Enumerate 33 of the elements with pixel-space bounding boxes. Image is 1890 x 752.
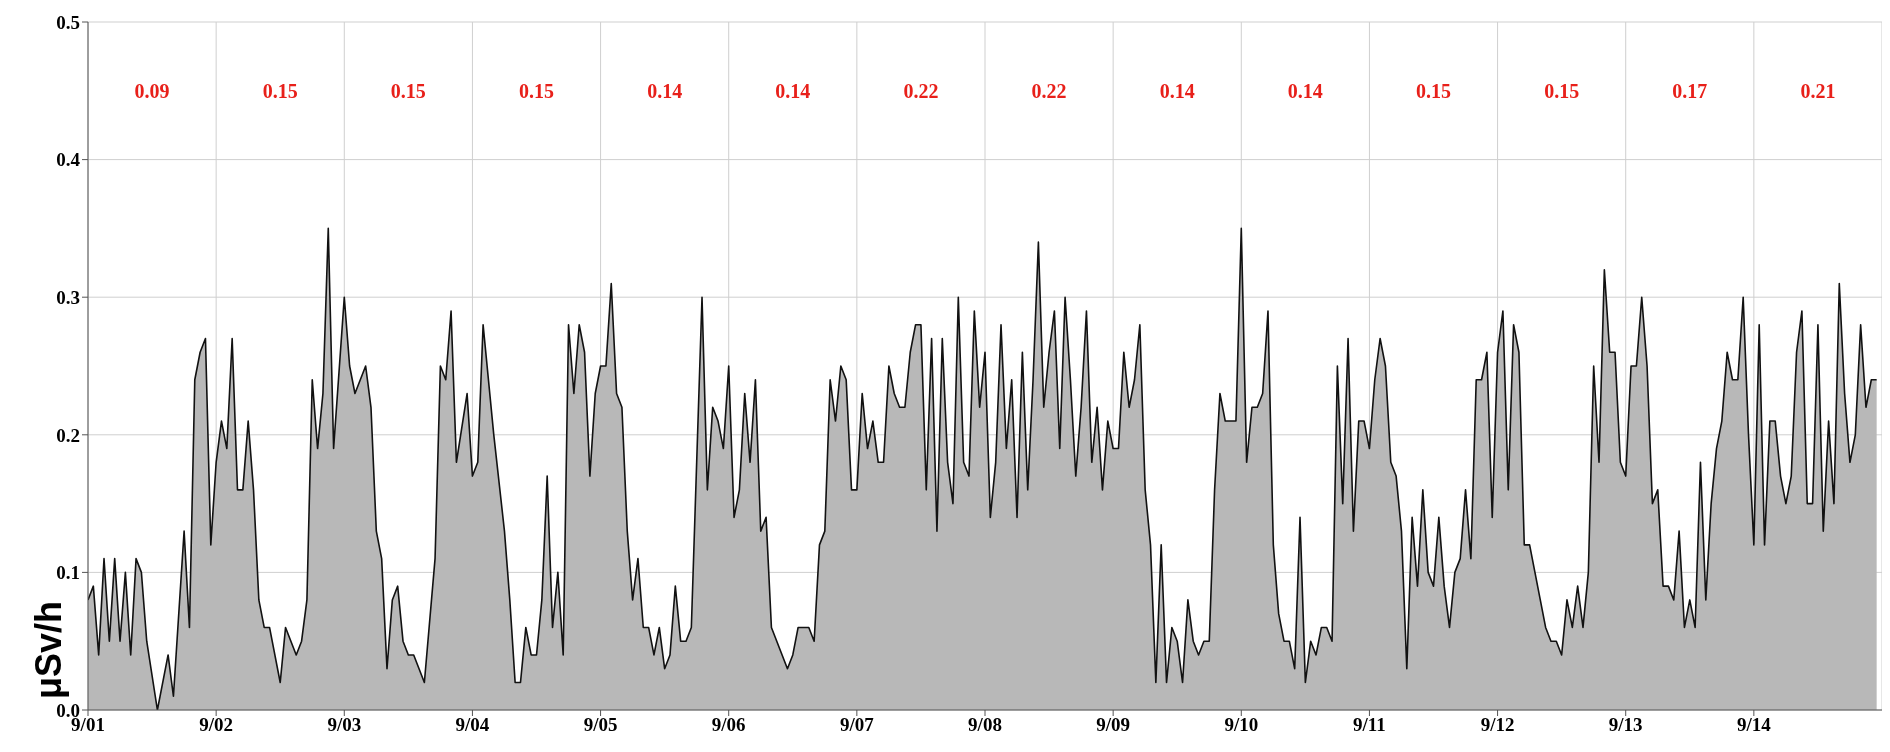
annotation: 0.17 — [1672, 79, 1708, 102]
x-tick-label: 9/10 — [1224, 714, 1259, 736]
x-tick-label: 9/03 — [327, 714, 362, 736]
annotation: 0.22 — [1031, 79, 1067, 102]
x-tick-label: 9/05 — [583, 714, 618, 736]
annotation: 0.15 — [1416, 79, 1451, 102]
x-tick-label: 9/04 — [455, 714, 490, 736]
y-tick-label: 0.2 — [56, 424, 80, 446]
annotation: 0.15 — [519, 79, 554, 102]
annotation: 0.14 — [775, 79, 811, 102]
x-tick-label: 9/02 — [199, 714, 234, 736]
y-tick-label: 0.5 — [56, 11, 80, 33]
x-tick-label: 9/14 — [1736, 714, 1772, 736]
annotation: 0.22 — [903, 79, 939, 102]
annotation: 0.21 — [1800, 79, 1836, 102]
annotation: 0.14 — [1159, 79, 1195, 102]
y-tick-label: 0.4 — [56, 149, 81, 171]
y-tick-label: 0.3 — [56, 286, 80, 308]
y-axis-title: μSv/h — [27, 600, 69, 700]
annotation: 0.15 — [1544, 79, 1580, 102]
x-tick-label: 9/09 — [1096, 714, 1131, 736]
x-tick-label: 9/13 — [1608, 714, 1643, 736]
annotation: 0.15 — [262, 79, 298, 102]
x-tick-label: 9/06 — [711, 714, 746, 736]
annotation: 0.15 — [390, 79, 426, 102]
x-tick-label: 9/08 — [968, 714, 1002, 736]
y-tick-label: 0.1 — [56, 562, 80, 584]
annotation: 0.14 — [1287, 79, 1323, 102]
annotation: 0.14 — [647, 79, 683, 102]
x-tick-label: 9/11 — [1353, 714, 1386, 736]
annotation: 0.09 — [134, 79, 170, 102]
x-tick-label: 9/07 — [839, 714, 875, 736]
x-tick-label: 9/12 — [1480, 714, 1515, 736]
